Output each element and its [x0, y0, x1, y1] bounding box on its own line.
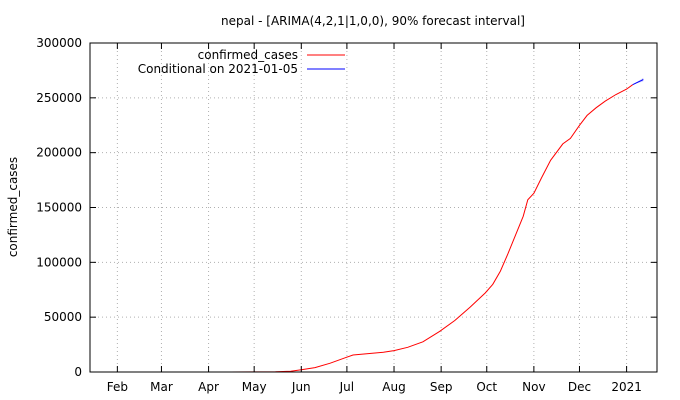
x-tick-label: May [242, 380, 267, 394]
y-tick-label: 200000 [36, 146, 82, 160]
tick-labels: 0 50000 100000 150000 200000 250000 300000 Feb M… [36, 36, 642, 394]
y-axis-label: confirmed_cases [6, 157, 20, 257]
axis-ticks [90, 42, 657, 373]
grid-lines [90, 43, 657, 372]
x-tick-label: Apr [198, 380, 219, 394]
chart-title: nepal - [ARIMA(4,2,1|1,0,0), 90% forecas… [221, 14, 525, 28]
confirmed-cases-line [103, 84, 633, 373]
legend-label-confirmed-cases: confirmed_cases [198, 48, 298, 62]
x-tick-label: Mar [150, 380, 173, 394]
x-tick-label: 2021 [611, 380, 642, 394]
y-tick-label: 250000 [36, 91, 82, 105]
x-tick-label: Sep [430, 380, 453, 394]
forecast-line [632, 79, 644, 86]
series-layer [103, 77, 644, 373]
y-tick-label: 0 [74, 365, 82, 379]
x-tick-label: Dec [568, 380, 591, 394]
y-tick-label: 150000 [36, 201, 82, 215]
y-tick-label: 100000 [36, 255, 82, 269]
x-tick-label: Aug [382, 380, 405, 394]
x-tick-label: Feb [107, 380, 128, 394]
x-tick-label: Nov [522, 380, 545, 394]
legend-label-forecast: Conditional on 2021-01-05 [138, 62, 298, 76]
y-tick-label: 50000 [44, 310, 82, 324]
x-tick-label: Jul [339, 380, 354, 394]
x-tick-label: Jun [291, 380, 311, 394]
x-tick-label: Oct [476, 380, 497, 394]
y-tick-label: 300000 [36, 36, 82, 50]
